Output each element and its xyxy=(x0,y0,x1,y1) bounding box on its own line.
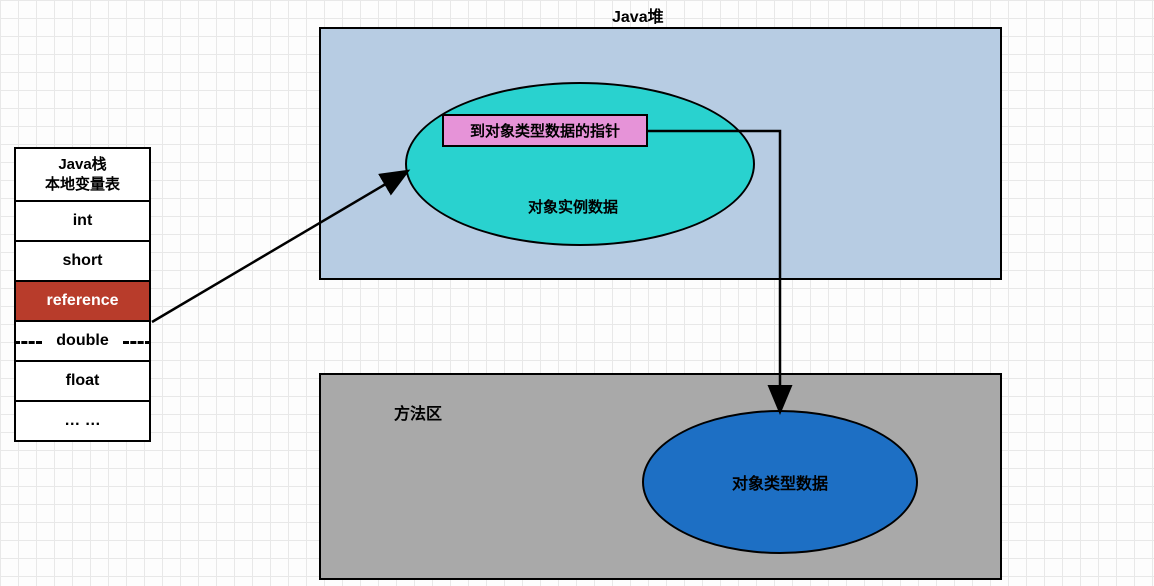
pointer-box: 到对象类型数据的指针 xyxy=(442,114,648,147)
stack-row-reference: reference xyxy=(16,282,149,322)
stack-row-float: float xyxy=(16,362,149,402)
stack-row-double: double xyxy=(16,322,149,362)
type-data-label: 对象类型数据 xyxy=(644,470,916,494)
instance-label: 对象实例数据 xyxy=(528,196,618,217)
type-ellipse: 对象类型数据 xyxy=(642,410,918,554)
stack-header-line2: 本地变量表 xyxy=(45,176,120,193)
heap-title: Java堆 xyxy=(612,3,664,27)
stack-table: Java栈 本地变量表 int short reference double f… xyxy=(14,147,151,442)
instance-ellipse xyxy=(405,82,755,246)
stack-row-short: short xyxy=(16,242,149,282)
stack-header: Java栈 本地变量表 xyxy=(16,149,149,202)
stack-header-line1: Java栈 xyxy=(58,156,106,173)
method-area-label: 方法区 xyxy=(394,400,442,424)
stack-row-more: … … xyxy=(16,402,149,440)
stack-row-int: int xyxy=(16,202,149,242)
